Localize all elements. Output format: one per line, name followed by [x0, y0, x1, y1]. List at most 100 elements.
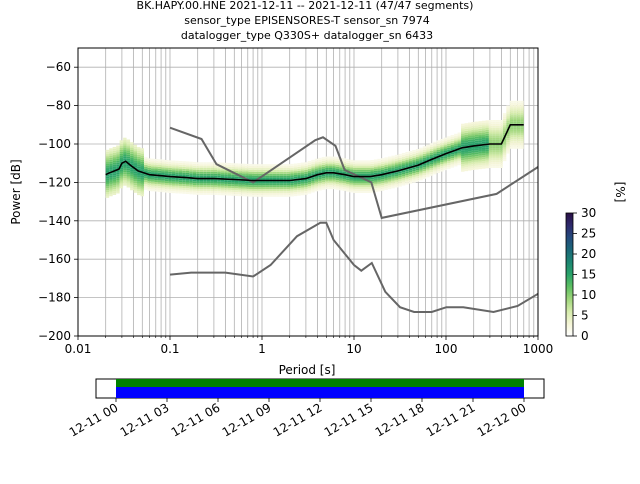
- pdf-cell: [363, 164, 367, 167]
- pdf-cell: [440, 150, 444, 153]
- pdf-cell: [422, 157, 427, 160]
- pdf-cell: [126, 170, 131, 173]
- pdf-cell: [412, 176, 416, 179]
- pdf-cell: [481, 149, 486, 152]
- pdf-cell: [454, 160, 458, 163]
- pdf-cell: [307, 189, 312, 192]
- pdf-cell: [210, 169, 214, 172]
- pdf-cell: [234, 163, 239, 166]
- pdf-cell: [300, 179, 305, 182]
- pdf-cell: [405, 157, 409, 160]
- pdf-cell: [255, 187, 259, 190]
- pdf-cell: [471, 156, 475, 159]
- pdf-cell: [286, 171, 291, 174]
- pdf-cell: [276, 169, 280, 172]
- colorbar-tick-label: 25: [581, 227, 596, 241]
- pdf-cell: [454, 137, 458, 140]
- pdf-cell: [468, 159, 472, 161]
- pdf-cell: [353, 189, 357, 192]
- pdf-cell: [147, 187, 151, 190]
- pdf-cell: [144, 160, 148, 163]
- chart-title-line-2: sensor_type EPISENSORES-T sensor_sn 7974: [184, 14, 430, 27]
- pdf-cell: [325, 183, 329, 186]
- pdf-cell: [206, 187, 211, 190]
- pdf-cell: [276, 175, 280, 178]
- pdf-cell: [224, 189, 228, 192]
- pdf-cell: [199, 169, 204, 172]
- pdf-cell: [304, 179, 308, 182]
- pdf-cell: [450, 161, 455, 164]
- pdf-cell: [502, 155, 507, 158]
- pdf-cell: [161, 190, 165, 193]
- pdf-cell: [265, 175, 270, 178]
- pdf-cell: [349, 190, 354, 193]
- pdf-cell: [328, 183, 333, 186]
- pdf-cell: [238, 194, 242, 197]
- pdf-cell: [130, 157, 134, 160]
- pdf-cell: [426, 175, 430, 178]
- pdf-cell: [126, 152, 131, 155]
- pdf-cell: [175, 185, 179, 188]
- pdf-cell: [461, 142, 465, 145]
- pdf-cell: [297, 172, 301, 175]
- pdf-cell: [116, 178, 120, 181]
- pdf-cell: [182, 174, 186, 177]
- pdf-cell: [349, 184, 354, 187]
- pdf-cell: [520, 135, 524, 138]
- pdf-cell: [422, 165, 427, 168]
- pdf-cell: [478, 124, 482, 127]
- pdf-cell: [412, 150, 416, 152]
- pdf-cell: [520, 137, 524, 140]
- pdf-cell: [130, 146, 134, 149]
- pdf-cell: [286, 187, 291, 190]
- pdf-cell: [356, 160, 361, 163]
- pdf-cell: [495, 146, 500, 149]
- pdf-cell: [471, 123, 475, 126]
- pdf-cell: [269, 189, 273, 192]
- pdf-cell: [433, 155, 437, 158]
- pdf-cell: [318, 180, 322, 183]
- pdf-cell: [304, 171, 308, 174]
- pdf-cell: [478, 148, 482, 150]
- pdf-cell: [150, 187, 155, 190]
- pdf-cell: [112, 177, 117, 180]
- pdf-cell: [426, 154, 430, 157]
- pdf-cell: [105, 167, 110, 170]
- pdf-cell: [433, 168, 437, 171]
- pdf-cell: [262, 177, 266, 180]
- pdf-cell: [272, 185, 277, 188]
- pdf-cell: [112, 173, 117, 176]
- pdf-cell: [189, 182, 193, 185]
- pdf-cell: [394, 183, 399, 186]
- pdf-cell: [175, 172, 179, 175]
- pdf-cell: [171, 160, 176, 163]
- pdf-cell: [468, 130, 472, 133]
- pdf-cell: [321, 159, 326, 161]
- pdf-cell: [105, 186, 110, 189]
- pdf-cell: [126, 143, 131, 146]
- pdf-cell: [175, 164, 179, 167]
- pdf-cell: [109, 194, 113, 197]
- colorbar-tick-label: 5: [581, 309, 589, 323]
- pdf-cell: [485, 141, 489, 144]
- pdf-cell: [516, 146, 521, 149]
- pdf-cell: [164, 181, 169, 184]
- pdf-cell: [506, 144, 510, 146]
- pdf-cell: [112, 183, 117, 186]
- pdf-cell: [509, 114, 514, 117]
- x-axis-label: Period [s]: [279, 363, 336, 377]
- pdf-cell: [478, 123, 482, 125]
- y-tick-label: −140: [38, 214, 71, 228]
- noise-model-curves: [169, 126, 539, 314]
- pdf-cell: [147, 185, 151, 188]
- pdf-cell: [182, 188, 186, 190]
- pdf-cell: [203, 175, 207, 178]
- pdf-cell: [304, 185, 308, 188]
- pdf-cell: [454, 147, 458, 150]
- pdf-cell: [300, 189, 305, 192]
- pdf-cell: [457, 155, 462, 158]
- pdf-cell: [224, 193, 228, 196]
- psd-plot-area: 0.01 0.1 1 10 100 1000 −60−80−100−120−140−160…: [38, 47, 553, 356]
- pdf-cell: [520, 112, 524, 115]
- pdf-cell: [286, 191, 291, 193]
